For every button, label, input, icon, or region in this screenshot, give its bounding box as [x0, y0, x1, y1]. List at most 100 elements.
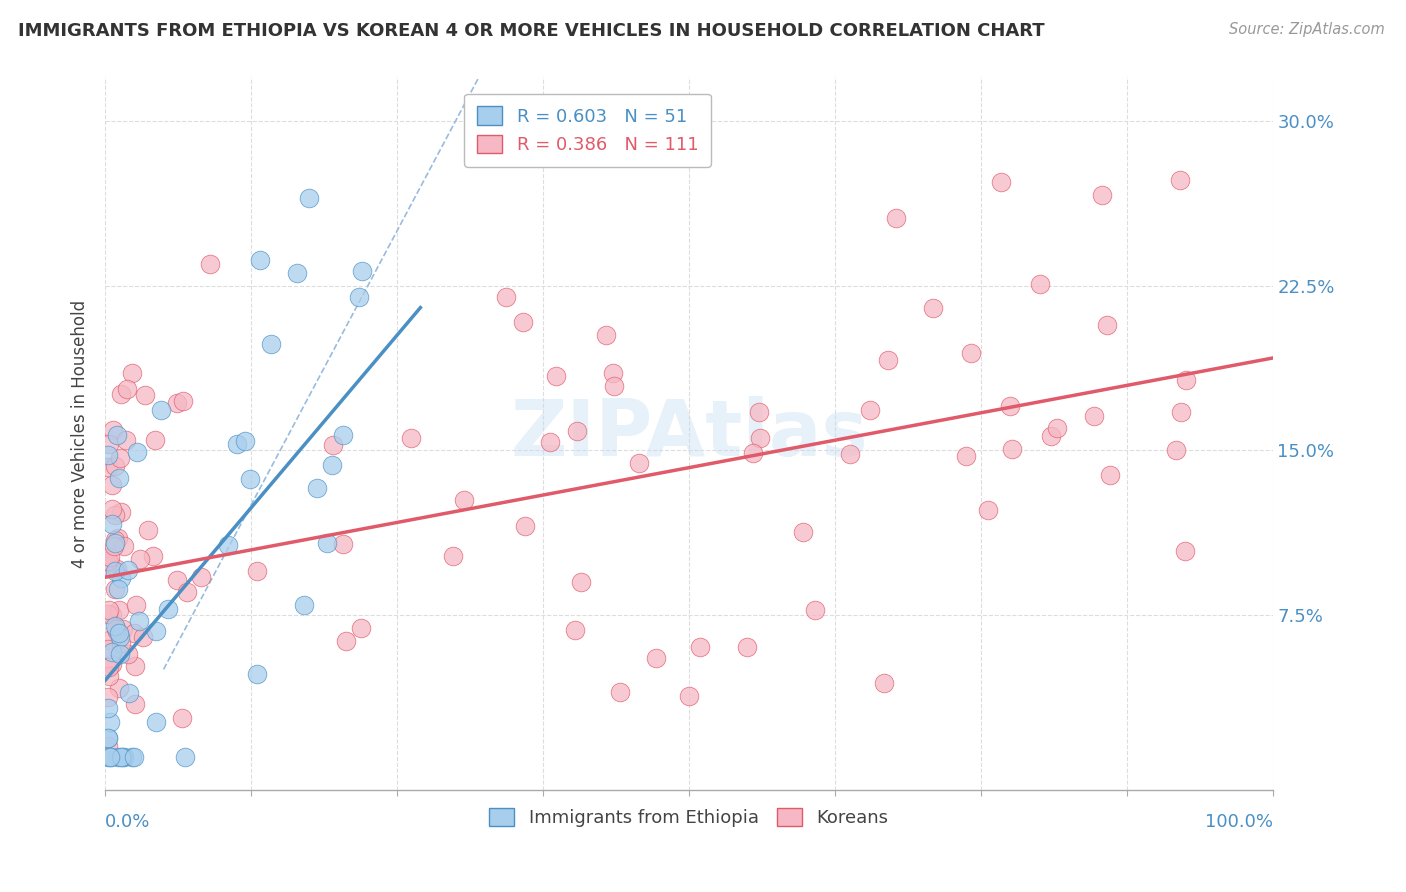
Point	[441, 549, 464, 563]
Point	[316, 536, 339, 550]
Point	[108, 630, 131, 644]
Point	[1046, 421, 1069, 435]
Point	[401, 431, 423, 445]
Point	[249, 253, 271, 268]
Point	[239, 472, 262, 486]
Point	[143, 433, 166, 447]
Point	[101, 645, 124, 659]
Point	[145, 624, 167, 638]
Point	[512, 315, 534, 329]
Point	[118, 686, 141, 700]
Point	[101, 516, 124, 531]
Point	[350, 621, 373, 635]
Point	[122, 625, 145, 640]
Point	[98, 750, 121, 764]
Point	[1174, 544, 1197, 558]
Point	[217, 537, 239, 551]
Point	[884, 211, 907, 225]
Point	[107, 582, 129, 596]
Point	[1001, 442, 1024, 456]
Point	[307, 481, 329, 495]
Point	[108, 681, 131, 695]
Point	[792, 525, 814, 540]
Point	[121, 750, 143, 764]
Point	[97, 633, 120, 648]
Text: ZIPAtlas: ZIPAtlas	[510, 396, 868, 472]
Point	[1029, 277, 1052, 291]
Point	[298, 191, 321, 205]
Point	[225, 436, 247, 450]
Point	[111, 750, 134, 764]
Point	[96, 559, 118, 574]
Point	[104, 458, 127, 473]
Point	[1095, 318, 1118, 333]
Point	[108, 450, 131, 465]
Point	[627, 456, 650, 470]
Point	[233, 434, 256, 449]
Point	[98, 555, 121, 569]
Point	[741, 445, 763, 459]
Point	[166, 395, 188, 409]
Point	[110, 505, 132, 519]
Point	[747, 405, 769, 419]
Point	[124, 659, 146, 673]
Point	[170, 711, 193, 725]
Text: 100.0%: 100.0%	[1205, 813, 1272, 830]
Point	[96, 607, 118, 621]
Point	[292, 599, 315, 613]
Point	[124, 750, 146, 764]
Point	[538, 435, 561, 450]
Point	[960, 346, 983, 360]
Point	[112, 539, 135, 553]
Point	[609, 685, 631, 699]
Point	[347, 290, 370, 304]
Point	[108, 647, 131, 661]
Point	[96, 448, 118, 462]
Point	[115, 434, 138, 448]
Point	[332, 537, 354, 551]
Point	[100, 549, 122, 564]
Point	[103, 539, 125, 553]
Point	[1000, 399, 1022, 413]
Point	[105, 562, 128, 576]
Legend: Immigrants from Ethiopia, Koreans: Immigrants from Ethiopia, Koreans	[482, 800, 896, 834]
Point	[689, 640, 711, 655]
Point	[108, 471, 131, 485]
Point	[101, 657, 124, 671]
Point	[103, 423, 125, 437]
Point	[200, 257, 222, 271]
Point	[735, 640, 758, 655]
Text: IMMIGRANTS FROM ETHIOPIA VS KOREAN 4 OR MORE VEHICLES IN HOUSEHOLD CORRELATION C: IMMIGRANTS FROM ETHIOPIA VS KOREAN 4 OR …	[18, 22, 1045, 40]
Point	[110, 750, 132, 764]
Point	[157, 601, 180, 615]
Point	[104, 564, 127, 578]
Point	[176, 585, 198, 599]
Point	[145, 715, 167, 730]
Point	[98, 660, 121, 674]
Point	[104, 618, 127, 632]
Point	[96, 750, 118, 764]
Point	[107, 750, 129, 764]
Point	[246, 564, 269, 578]
Point	[105, 625, 128, 640]
Point	[114, 750, 136, 764]
Point	[166, 574, 188, 588]
Point	[1083, 409, 1105, 423]
Point	[96, 690, 118, 704]
Text: Source: ZipAtlas.com: Source: ZipAtlas.com	[1229, 22, 1385, 37]
Point	[101, 477, 124, 491]
Point	[115, 382, 138, 396]
Point	[1170, 405, 1192, 419]
Point	[285, 266, 308, 280]
Point	[859, 403, 882, 417]
Point	[142, 549, 165, 563]
Point	[190, 570, 212, 584]
Point	[1168, 173, 1191, 187]
Point	[124, 698, 146, 712]
Point	[569, 574, 592, 589]
Point	[100, 750, 122, 764]
Point	[96, 460, 118, 475]
Point	[108, 626, 131, 640]
Point	[121, 367, 143, 381]
Point	[117, 563, 139, 577]
